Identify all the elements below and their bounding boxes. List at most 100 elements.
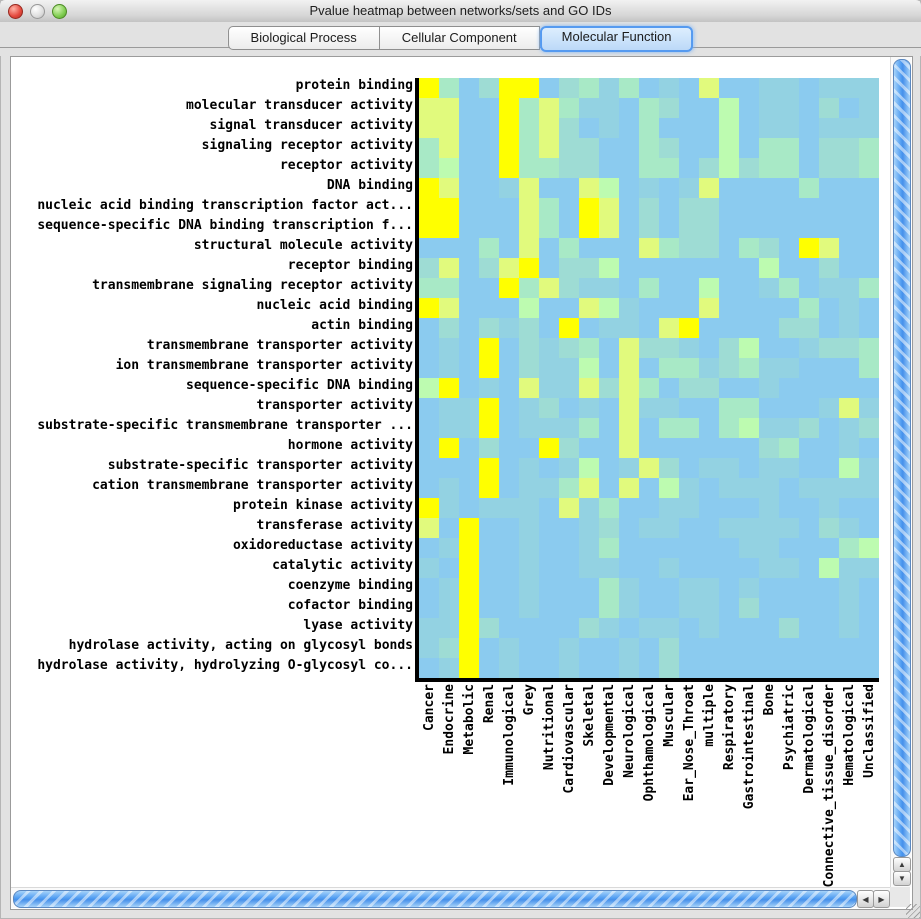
heatmap-cell xyxy=(459,538,479,558)
heatmap-cell xyxy=(719,418,739,438)
heatmap-cell xyxy=(579,638,599,658)
heatmap-cell xyxy=(759,618,779,638)
heatmap-cell xyxy=(419,658,439,678)
heatmap-cell xyxy=(739,198,759,218)
heatmap-cell xyxy=(619,478,639,498)
horizontal-scrollbar-thumb[interactable] xyxy=(13,890,857,908)
heatmap-cell xyxy=(799,498,819,518)
heatmap-cell xyxy=(819,558,839,578)
heatmap-cell xyxy=(779,538,799,558)
heatmap-cell xyxy=(859,278,879,298)
heatmap-cell xyxy=(819,638,839,658)
heatmap-cell xyxy=(859,438,879,458)
heatmap-cell xyxy=(699,238,719,258)
heatmap-cell xyxy=(459,418,479,438)
heatmap-cell xyxy=(759,478,779,498)
heatmap-cell xyxy=(439,578,459,598)
heatmap-cell xyxy=(499,418,519,438)
col-label: Nutritional xyxy=(541,684,557,771)
heatmap-cell xyxy=(739,618,759,638)
heatmap-cell xyxy=(559,518,579,538)
heatmap-cell xyxy=(599,458,619,478)
heatmap-cell xyxy=(859,358,879,378)
heatmap-cell xyxy=(419,518,439,538)
heatmap-cell xyxy=(559,358,579,378)
heatmap-cell xyxy=(419,538,439,558)
heatmap-cell xyxy=(619,358,639,378)
vertical-scrollbar[interactable]: ▲ ▼ xyxy=(890,57,911,887)
heatmap-cell xyxy=(559,178,579,198)
heatmap-cell xyxy=(799,318,819,338)
scroll-up-button[interactable]: ▲ xyxy=(893,857,911,872)
scroll-down-button[interactable]: ▼ xyxy=(893,871,911,886)
tab-molecular-function[interactable]: Molecular Function xyxy=(539,26,694,52)
heatmap-cell xyxy=(619,398,639,418)
heatmap-cell xyxy=(699,538,719,558)
heatmap-cell xyxy=(619,118,639,138)
heatmap-cell xyxy=(719,478,739,498)
heatmap-cell xyxy=(819,198,839,218)
heatmap-cell xyxy=(659,418,679,438)
heatmap-cell xyxy=(679,438,699,458)
heatmap-cell xyxy=(439,218,459,238)
heatmap-cell xyxy=(459,578,479,598)
heatmap-cell xyxy=(719,598,739,618)
heatmap-cell xyxy=(619,318,639,338)
heatmap-cell xyxy=(799,518,819,538)
horizontal-scrollbar[interactable]: ◀ ▶ xyxy=(11,887,890,908)
heatmap-cell xyxy=(699,358,719,378)
heatmap-cell xyxy=(599,478,619,498)
heatmap-cell xyxy=(659,398,679,418)
heatmap-cell xyxy=(719,298,739,318)
row-label: transferase activity xyxy=(256,518,413,533)
heatmap-cell xyxy=(739,378,759,398)
heatmap-cell xyxy=(839,298,859,318)
heatmap-cell xyxy=(679,558,699,578)
row-label: DNA binding xyxy=(326,178,413,193)
heatmap-cell xyxy=(799,358,819,378)
heatmap-cell xyxy=(859,558,879,578)
tab-bar: Biological Process Cellular Component Mo… xyxy=(0,22,921,56)
heatmap-cell xyxy=(419,118,439,138)
heatmap-cell xyxy=(439,158,459,178)
resize-grip[interactable] xyxy=(906,904,920,918)
heatmap-cell xyxy=(619,418,639,438)
heatmap-cell xyxy=(559,158,579,178)
vertical-scrollbar-thumb[interactable] xyxy=(893,59,911,857)
zoom-button[interactable] xyxy=(52,4,67,19)
heatmap-cell xyxy=(699,518,719,538)
close-button[interactable] xyxy=(8,4,23,19)
heatmap-cell xyxy=(759,118,779,138)
tab-cellular-component[interactable]: Cellular Component xyxy=(379,26,540,50)
heatmap-cell xyxy=(579,398,599,418)
heatmap-cell xyxy=(479,358,499,378)
heatmap-cell xyxy=(599,558,619,578)
heatmap-cell xyxy=(759,598,779,618)
heatmap-cell xyxy=(639,638,659,658)
heatmap-cell xyxy=(559,458,579,478)
col-label: Connective_tissue_disorder xyxy=(821,684,837,887)
minimize-button[interactable] xyxy=(30,4,45,19)
heatmap-cell xyxy=(559,118,579,138)
heatmap-cell xyxy=(699,278,719,298)
heatmap-cell xyxy=(859,218,879,238)
heatmap-cell xyxy=(699,478,719,498)
heatmap-cell xyxy=(739,458,759,478)
heatmap-cell xyxy=(779,598,799,618)
heatmap-cell xyxy=(759,138,779,158)
col-label: Bone xyxy=(761,684,777,716)
scroll-right-button[interactable]: ▶ xyxy=(873,890,890,908)
heatmap-cell xyxy=(759,198,779,218)
heatmap-cell xyxy=(659,158,679,178)
heatmap-cell xyxy=(419,158,439,178)
heatmap-cell xyxy=(839,638,859,658)
tab-biological-process[interactable]: Biological Process xyxy=(227,26,380,50)
scroll-left-button[interactable]: ◀ xyxy=(857,890,874,908)
heatmap-cell xyxy=(559,318,579,338)
heatmap-cell xyxy=(699,558,719,578)
heatmap-cell xyxy=(599,638,619,658)
heatmap-cell xyxy=(459,198,479,218)
heatmap-cell xyxy=(639,598,659,618)
heatmap-cell xyxy=(519,598,539,618)
heatmap-cell xyxy=(779,118,799,138)
